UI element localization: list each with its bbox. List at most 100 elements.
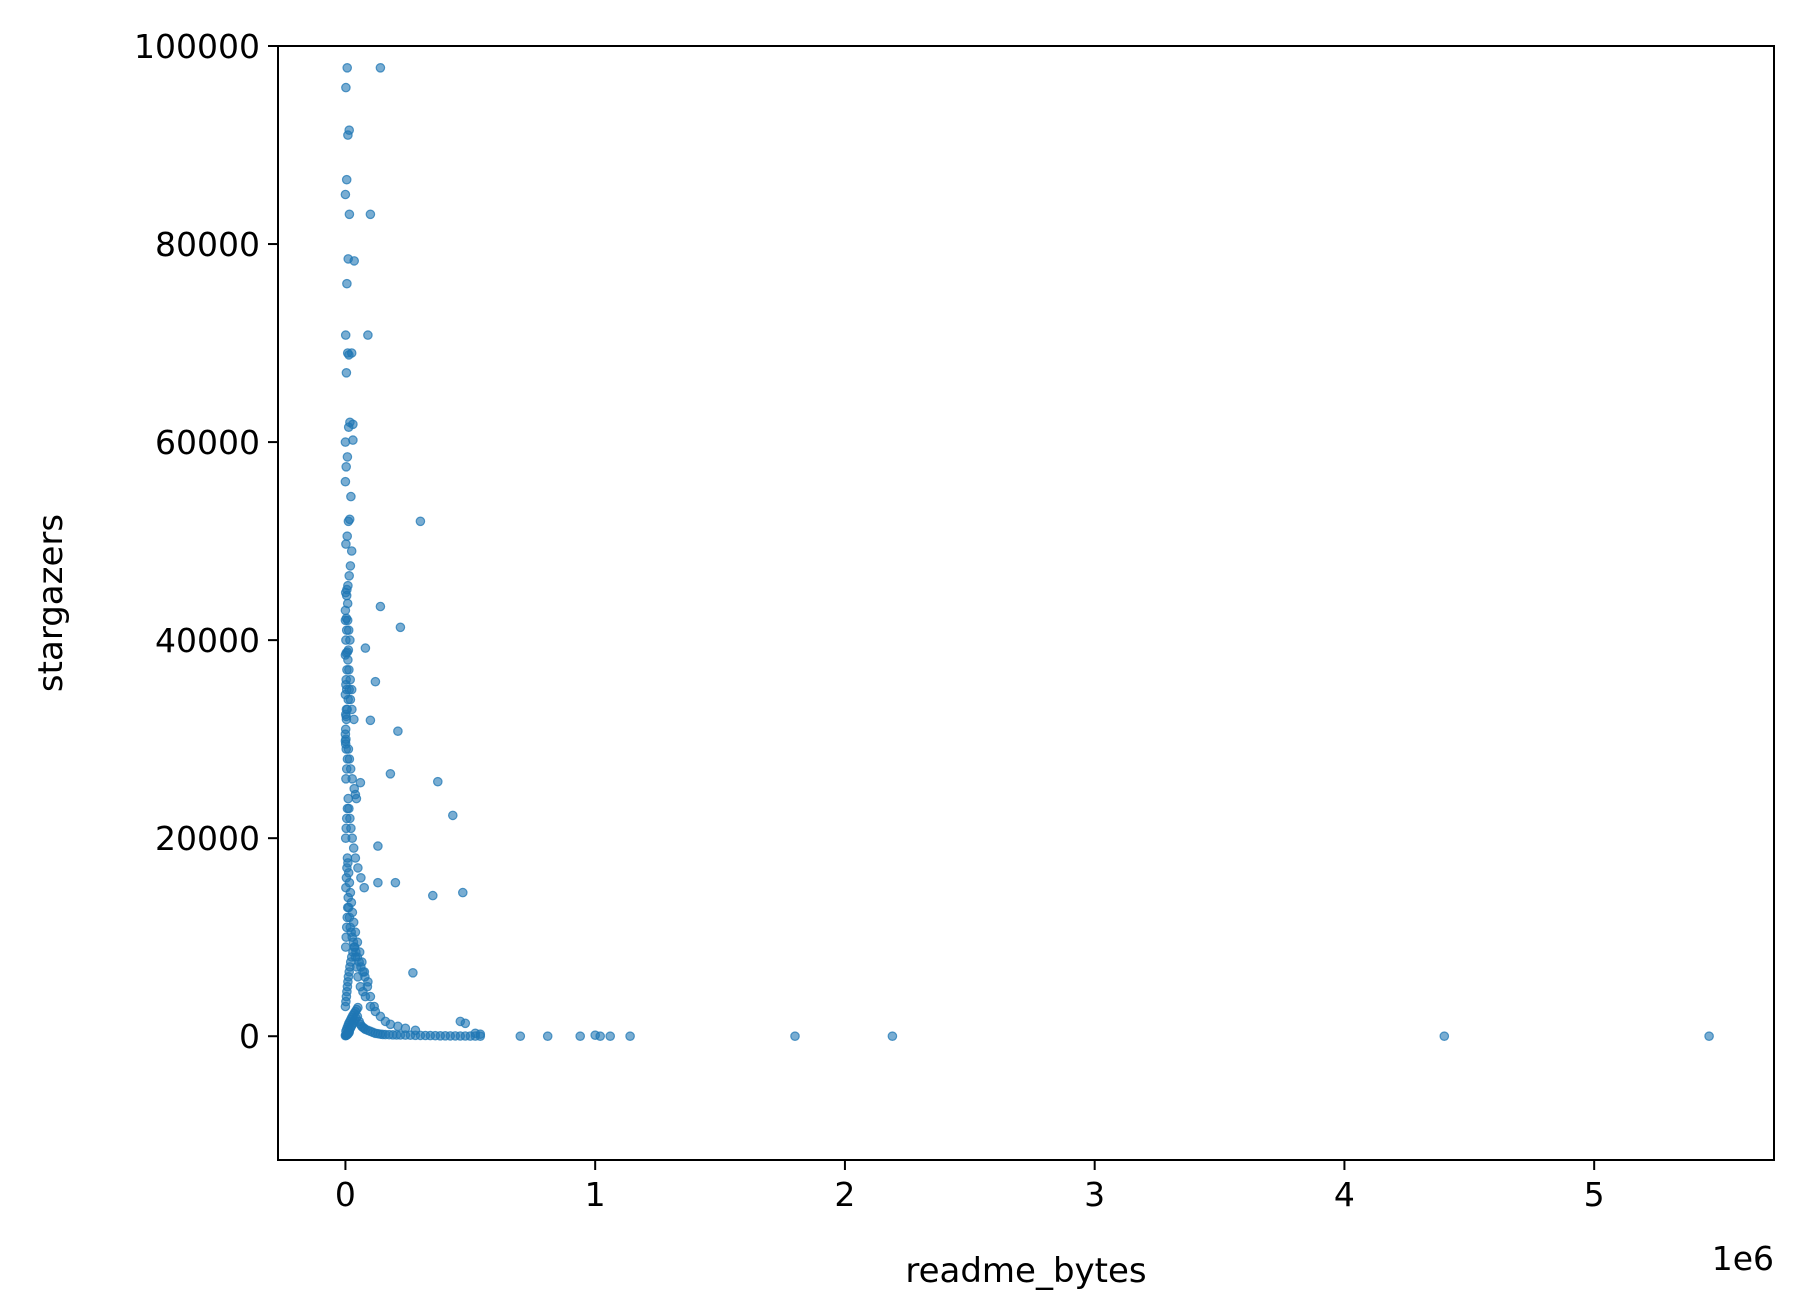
- scatter-point: [350, 853, 361, 863]
- x-tick-label: 0: [335, 1175, 356, 1214]
- scatter-point: [354, 947, 365, 957]
- scatter-point: [365, 991, 376, 1002]
- x-tick-label: 3: [1084, 1175, 1105, 1214]
- scatter-point: [341, 613, 352, 624]
- scatter-point: [625, 1031, 635, 1041]
- scatter-point: [344, 877, 355, 888]
- scatter-point: [357, 957, 367, 967]
- scatter-point: [1704, 1031, 1714, 1041]
- scatter-point: [344, 754, 355, 764]
- scatter-point: [400, 1023, 411, 1034]
- scatter-point: [346, 546, 357, 556]
- scatter-point: [460, 1018, 471, 1029]
- scatter-point: [342, 63, 352, 73]
- y-tick-label: 0: [239, 1017, 260, 1056]
- scatter-point: [348, 917, 359, 928]
- scatter-point: [340, 330, 351, 340]
- scatter-point: [375, 63, 386, 73]
- scatter-point: [342, 531, 352, 541]
- scatter-point: [341, 174, 352, 185]
- scatter-point: [344, 125, 354, 135]
- scatter-point: [790, 1031, 800, 1041]
- scatter-point: [340, 942, 351, 952]
- scatter-point: [341, 539, 351, 549]
- scatter-point: [575, 1031, 585, 1041]
- scatter-point: [887, 1031, 898, 1041]
- scatter-point: [365, 209, 376, 220]
- scatter-point: [341, 461, 351, 472]
- scatter-point: [356, 872, 366, 883]
- scatter-point: [475, 1029, 486, 1039]
- scatter-point: [345, 561, 356, 571]
- x-axis-label: readme_bytes: [905, 1251, 1146, 1291]
- scatter-point: [359, 882, 369, 893]
- scatter-point: [369, 1001, 379, 1012]
- scatter-point: [347, 907, 358, 918]
- y-tick-label: 100000: [134, 27, 260, 66]
- x-tick-label: 4: [1334, 1175, 1355, 1214]
- y-axis: 0 20000 40000 60000 80000 100000: [134, 27, 278, 1056]
- scatter-point: [395, 622, 406, 633]
- scatter-point: [408, 967, 418, 978]
- scatter-point: [346, 348, 357, 358]
- scatter-point: [342, 598, 353, 609]
- scatter-point: [457, 887, 468, 898]
- scatter-point: [344, 664, 354, 675]
- scatter-point: [345, 635, 355, 645]
- scatter-point: [363, 330, 373, 340]
- scatter-point: [342, 452, 353, 462]
- scatter-point: [340, 689, 351, 700]
- scatter-point: [375, 601, 386, 612]
- y-tick-label: 20000: [155, 819, 260, 858]
- scatter-point: [345, 887, 356, 898]
- y-axis-label: stargazers: [31, 514, 71, 692]
- scatter-point: [373, 877, 383, 888]
- scatter-point: [343, 867, 354, 878]
- scatter-point: [348, 435, 358, 445]
- points-layer: [340, 63, 1714, 1041]
- scatter-point: [348, 843, 359, 853]
- scatter-point: [359, 967, 370, 977]
- scatter-point: [344, 570, 354, 581]
- scatter-point: [340, 476, 351, 487]
- x-tick-label: 5: [1584, 1175, 1605, 1214]
- scatter-point: [346, 491, 356, 502]
- scatter-point: [370, 676, 381, 687]
- scatter-point: [342, 278, 352, 289]
- scatter-point: [342, 647, 353, 657]
- scatter-point: [390, 877, 401, 888]
- scatter-point: [349, 256, 359, 266]
- scatter-point: [355, 777, 366, 788]
- scatter-point: [595, 1031, 605, 1041]
- scatter-point: [447, 810, 458, 821]
- scatter-point: [352, 937, 363, 947]
- scatter-point: [353, 1002, 363, 1013]
- scatter-point: [346, 897, 357, 908]
- scatter-point: [542, 1031, 553, 1041]
- scatter-point: [350, 927, 361, 937]
- scatter-point: [1439, 1031, 1450, 1041]
- scatter-point: [344, 803, 354, 814]
- scatter-point: [341, 82, 351, 93]
- scatter-point: [605, 1031, 615, 1041]
- x-axis: 0 1 2 3 4 5: [335, 1160, 1605, 1214]
- plot-frame: [277, 45, 1775, 1161]
- y-tick-label: 80000: [155, 225, 260, 264]
- scatter-point: [415, 516, 426, 527]
- scatter-point: [385, 768, 396, 779]
- scatter-point: [427, 890, 438, 901]
- y-tick-label: 40000: [155, 621, 260, 660]
- scatter-point: [345, 764, 356, 774]
- scatter-point: [344, 209, 355, 220]
- scatter-point: [348, 419, 358, 430]
- scatter-point: [344, 514, 355, 525]
- scatter-point: [432, 776, 443, 787]
- scatter-point: [365, 715, 376, 726]
- scatter-point: [341, 367, 352, 378]
- x-tick-label: 1: [585, 1175, 606, 1214]
- scatter-point: [393, 726, 403, 736]
- scatter-point: [353, 863, 363, 873]
- scatter-point: [343, 858, 353, 868]
